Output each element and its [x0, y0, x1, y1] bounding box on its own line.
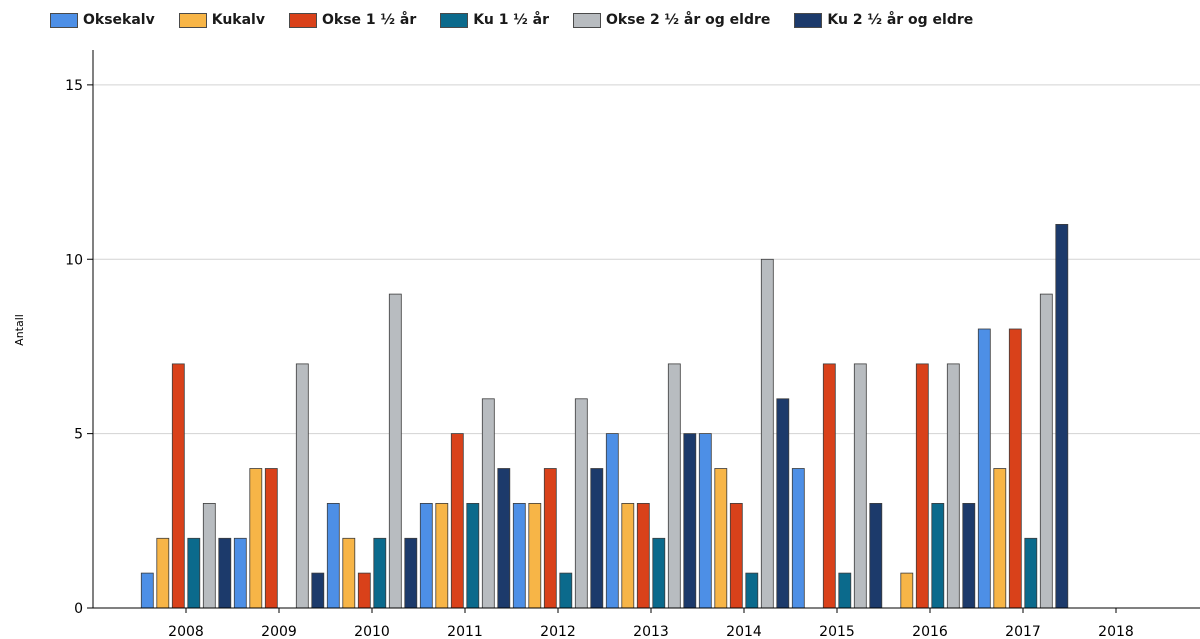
bar — [218, 537, 232, 609]
bar — [528, 502, 542, 609]
gridlines — [93, 84, 1200, 435]
bar — [993, 468, 1007, 609]
legend-item: Ku 2 ½ år og eldre — [794, 12, 973, 28]
bar — [838, 572, 852, 609]
bar — [698, 433, 712, 609]
bar — [915, 363, 929, 609]
x-tick-label: 2009 — [261, 624, 297, 639]
x-tick-label: 2010 — [354, 624, 390, 639]
x-tick-labels: 2008 2009 2010 2011 2012 2013 2014 2015 2016 2017… — [168, 608, 1134, 639]
bar — [714, 468, 728, 609]
bar — [497, 468, 511, 609]
x-tick-label: 2016 — [912, 624, 948, 639]
bar — [233, 537, 247, 609]
legend-label: Oksekalv — [83, 12, 155, 28]
bar — [481, 398, 495, 609]
bar — [326, 502, 340, 609]
legend-swatch — [573, 12, 602, 28]
bar — [822, 363, 836, 609]
legend-label: Okse 2 ½ år og eldre — [606, 12, 771, 28]
legend-swatch — [178, 12, 207, 28]
bar — [946, 363, 960, 609]
bar — [388, 293, 402, 609]
legend-item: Okse 2 ½ år og eldre — [573, 12, 770, 28]
axes — [92, 50, 1200, 609]
bar — [342, 537, 356, 609]
y-axis-title: Antall — [13, 314, 26, 346]
bar — [931, 502, 945, 609]
bar — [667, 363, 681, 609]
legend-swatch — [289, 12, 317, 28]
legend-swatch — [50, 12, 78, 28]
bar — [1008, 328, 1022, 609]
x-tick-label: 2017 — [1005, 624, 1041, 639]
bar — [745, 572, 759, 609]
x-tick-label: 2018 — [1098, 624, 1134, 639]
bar — [900, 572, 914, 609]
bar — [156, 537, 170, 609]
bar — [559, 572, 573, 609]
bar — [311, 572, 325, 609]
bar — [264, 468, 278, 609]
bar — [977, 328, 991, 609]
bar — [791, 468, 805, 609]
bar — [373, 537, 387, 609]
legend-label: Kukalv — [211, 12, 265, 28]
y-tick-label: 15 — [65, 78, 83, 94]
y-tick-labels: 0 5 10 15 — [65, 78, 93, 617]
bar — [187, 537, 201, 609]
bar — [729, 502, 743, 609]
bar — [1055, 223, 1069, 609]
bar — [605, 433, 619, 609]
x-tick-label: 2011 — [447, 624, 483, 639]
x-tick-label: 2012 — [540, 624, 576, 639]
bar — [202, 502, 216, 609]
y-tick-label: 10 — [65, 252, 83, 268]
bar — [466, 502, 480, 609]
legend-label: Ku 1 ½ år — [473, 12, 550, 28]
x-tick-label: 2008 — [168, 624, 204, 639]
legend: Oksekalv Kukalv Okse 1 ½ år Ku 1 ½ år Okse 2… — [50, 8, 997, 32]
bar — [357, 572, 371, 609]
bar — [574, 398, 588, 609]
bar — [404, 537, 418, 609]
bar — [295, 363, 309, 609]
bar — [869, 502, 883, 609]
bar — [419, 502, 433, 609]
bar — [140, 572, 154, 609]
legend-item: Kukalv — [178, 12, 265, 28]
bar — [1024, 537, 1038, 609]
bar — [171, 363, 185, 609]
legend-item: Ku 1 ½ år — [440, 12, 549, 28]
bar — [450, 433, 464, 609]
y-tick-label: 0 — [74, 601, 83, 617]
legend-swatch — [794, 12, 823, 28]
legend-label: Ku 2 ½ år og eldre — [827, 12, 974, 28]
bar — [962, 502, 976, 609]
bar — [760, 258, 774, 609]
x-tick-label: 2013 — [633, 624, 669, 639]
legend-item: Okse 1 ½ år — [289, 12, 416, 28]
x-tick-label: 2015 — [819, 624, 855, 639]
bar — [249, 468, 263, 609]
y-tick-label: 5 — [74, 427, 83, 443]
bar — [590, 468, 604, 609]
bar — [853, 363, 867, 609]
legend-swatch — [440, 12, 469, 28]
bar — [512, 502, 526, 609]
bar — [683, 433, 697, 609]
bars — [140, 223, 1069, 609]
bar — [652, 537, 666, 609]
bar — [636, 502, 650, 609]
bar — [435, 502, 449, 609]
legend-item: Oksekalv — [50, 12, 155, 28]
legend-label: Okse 1 ½ år — [322, 12, 417, 28]
bar — [776, 398, 790, 609]
x-tick-label: 2014 — [726, 624, 762, 639]
bar — [621, 502, 635, 609]
bar — [543, 468, 557, 609]
bar — [1039, 293, 1053, 609]
